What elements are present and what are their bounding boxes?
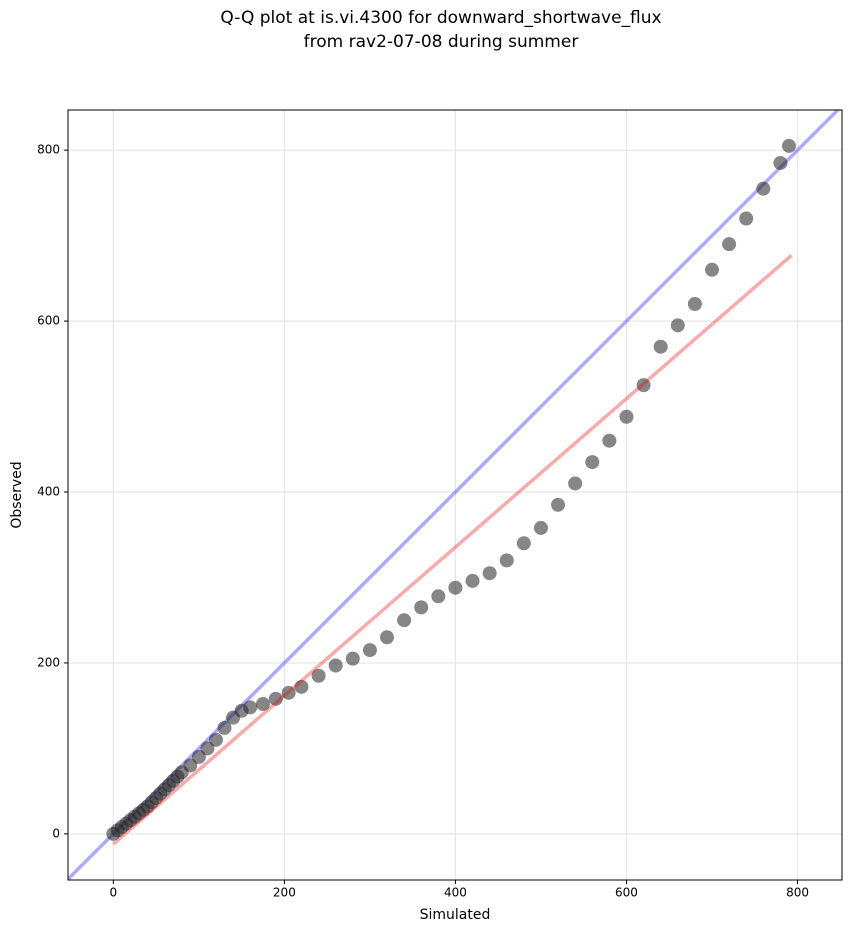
point — [183, 758, 198, 773]
point — [499, 553, 514, 568]
point — [533, 520, 548, 535]
y-axis-label: Observed — [9, 461, 25, 528]
point — [602, 433, 617, 448]
y-tick-label: 0 — [52, 826, 60, 840]
point — [397, 613, 412, 628]
point — [268, 691, 283, 706]
y-tick-label: 400 — [37, 485, 60, 499]
x-axis-label: Simulated — [420, 907, 491, 923]
point — [255, 696, 270, 711]
x-tick-label: 200 — [273, 886, 296, 900]
point — [687, 296, 702, 311]
x-tick-label: 0 — [110, 886, 118, 900]
point — [191, 749, 206, 764]
grid — [68, 110, 842, 880]
point — [311, 668, 326, 683]
chart-title: Q-Q plot at is.vi.4300 for downward_shor… — [220, 8, 661, 28]
point — [636, 378, 651, 393]
point — [281, 685, 296, 700]
ticks: 0 200 400 600 800 0 200 400 600 800 — [37, 143, 809, 900]
plot-area — [68, 110, 841, 880]
y-tick-label: 800 — [37, 143, 60, 157]
point — [362, 643, 377, 658]
chart-title: from rav2-07-08 during summer — [304, 32, 579, 52]
point — [217, 720, 232, 735]
y-tick-label: 200 — [37, 655, 60, 669]
point — [773, 155, 788, 170]
x-tick-label: 600 — [615, 886, 638, 900]
point — [756, 181, 771, 196]
point — [670, 318, 685, 333]
point — [619, 409, 634, 424]
point — [551, 497, 566, 512]
point — [208, 732, 223, 747]
point — [516, 536, 531, 551]
reference-line — [112, 253, 793, 846]
x-tick-label: 800 — [786, 886, 809, 900]
point — [482, 566, 497, 581]
point — [585, 455, 600, 470]
point — [431, 589, 446, 604]
point — [414, 600, 429, 615]
point — [448, 580, 463, 595]
point — [722, 237, 737, 252]
point — [380, 630, 395, 645]
point — [653, 339, 668, 354]
point — [781, 138, 796, 153]
point — [294, 679, 309, 694]
point — [345, 651, 360, 666]
point — [705, 262, 720, 277]
x-tick-label: 400 — [444, 886, 467, 900]
point — [568, 476, 583, 491]
point — [243, 700, 258, 715]
point — [200, 741, 215, 756]
point — [739, 211, 754, 226]
y-tick-label: 600 — [37, 314, 60, 328]
point — [465, 573, 480, 588]
point — [328, 658, 343, 673]
